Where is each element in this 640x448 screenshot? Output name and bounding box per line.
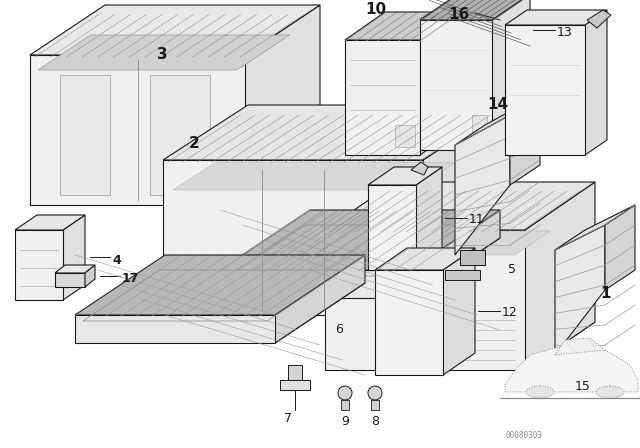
Text: 8: 8 (371, 415, 379, 428)
Polygon shape (275, 255, 365, 343)
Polygon shape (63, 215, 85, 300)
Polygon shape (525, 182, 595, 370)
Polygon shape (555, 338, 605, 355)
Polygon shape (341, 400, 349, 410)
Text: 13: 13 (557, 26, 573, 39)
Polygon shape (375, 270, 443, 375)
Polygon shape (85, 265, 95, 287)
Polygon shape (395, 125, 415, 147)
Polygon shape (163, 160, 423, 315)
Polygon shape (220, 270, 410, 298)
Text: 12: 12 (502, 306, 518, 319)
Polygon shape (75, 283, 365, 343)
Polygon shape (30, 5, 320, 55)
Polygon shape (510, 95, 540, 185)
Polygon shape (555, 225, 605, 355)
Polygon shape (505, 345, 638, 392)
Polygon shape (60, 75, 110, 195)
Polygon shape (280, 380, 310, 390)
Polygon shape (220, 210, 500, 270)
Polygon shape (75, 255, 365, 315)
Text: 00080303: 00080303 (505, 431, 542, 440)
Text: 16: 16 (449, 7, 470, 22)
Polygon shape (220, 238, 500, 298)
Polygon shape (30, 55, 245, 205)
Polygon shape (411, 162, 428, 175)
Text: 10: 10 (365, 2, 386, 17)
Polygon shape (416, 167, 442, 270)
Text: 3: 3 (157, 47, 168, 62)
Polygon shape (410, 210, 500, 298)
Text: 6: 6 (335, 323, 343, 336)
Polygon shape (547, 373, 580, 383)
Polygon shape (605, 205, 635, 290)
Polygon shape (55, 265, 95, 273)
Polygon shape (245, 5, 320, 205)
Polygon shape (163, 105, 508, 160)
Polygon shape (423, 105, 508, 315)
Polygon shape (38, 35, 289, 70)
Polygon shape (325, 182, 595, 230)
Circle shape (368, 386, 382, 400)
Text: 15: 15 (575, 380, 591, 393)
Polygon shape (420, 12, 460, 155)
Ellipse shape (596, 386, 624, 398)
Polygon shape (555, 205, 635, 250)
Polygon shape (455, 115, 510, 255)
Polygon shape (375, 248, 475, 270)
Polygon shape (445, 270, 480, 280)
Polygon shape (325, 230, 525, 370)
Polygon shape (371, 400, 379, 410)
Polygon shape (443, 248, 475, 375)
Polygon shape (420, 20, 492, 150)
Text: 5: 5 (508, 263, 516, 276)
Text: 7: 7 (284, 412, 292, 425)
Polygon shape (163, 260, 508, 315)
Polygon shape (460, 250, 485, 265)
Polygon shape (325, 322, 595, 370)
Polygon shape (455, 95, 540, 145)
Polygon shape (75, 315, 275, 343)
Polygon shape (505, 10, 607, 25)
Ellipse shape (526, 386, 554, 398)
Text: 17: 17 (122, 272, 140, 285)
Polygon shape (492, 0, 530, 150)
Polygon shape (345, 40, 420, 155)
Polygon shape (15, 215, 85, 230)
Polygon shape (368, 185, 416, 270)
Polygon shape (173, 163, 456, 190)
Polygon shape (505, 25, 585, 155)
Polygon shape (15, 230, 63, 300)
Circle shape (19, 239, 31, 251)
Polygon shape (150, 75, 210, 195)
Polygon shape (585, 10, 607, 155)
Polygon shape (55, 273, 85, 287)
Polygon shape (472, 115, 487, 140)
Text: 1: 1 (600, 286, 611, 301)
Polygon shape (560, 353, 583, 368)
Polygon shape (368, 167, 442, 185)
Text: 4: 4 (112, 254, 121, 267)
Text: 9: 9 (341, 415, 349, 428)
Polygon shape (420, 0, 530, 20)
Polygon shape (335, 231, 550, 255)
Polygon shape (345, 12, 460, 40)
Polygon shape (30, 155, 320, 205)
Polygon shape (587, 10, 611, 28)
Text: 11: 11 (469, 213, 484, 226)
Text: 2: 2 (189, 135, 199, 151)
Polygon shape (288, 365, 302, 380)
Text: 14: 14 (487, 97, 508, 112)
Circle shape (338, 386, 352, 400)
